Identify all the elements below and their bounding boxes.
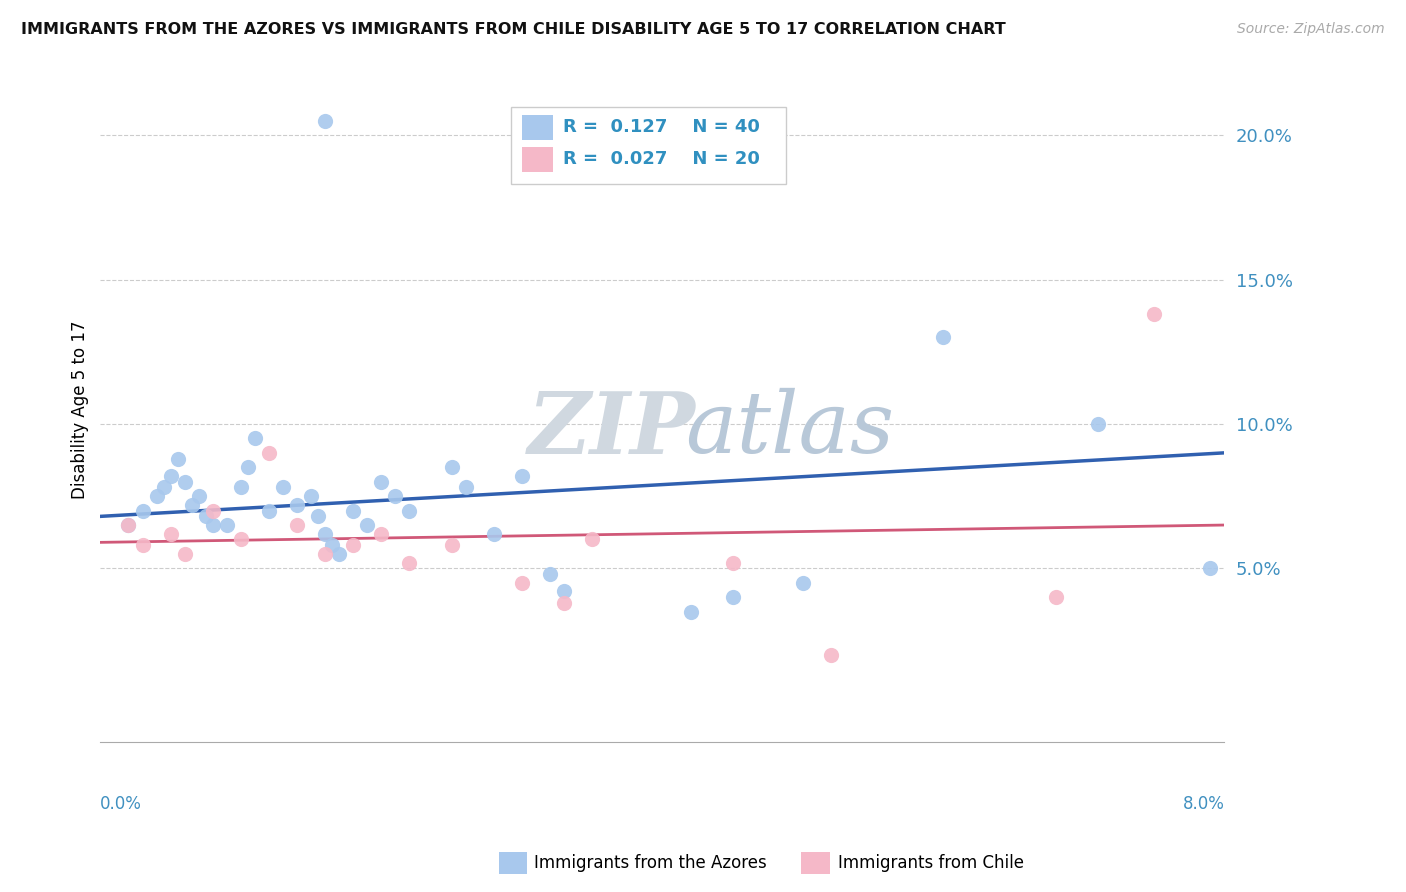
Point xyxy=(257,503,280,517)
Point xyxy=(314,526,336,541)
Text: atlas: atlas xyxy=(685,388,894,471)
Point xyxy=(314,547,336,561)
Point xyxy=(257,446,280,460)
Point xyxy=(201,518,224,533)
Y-axis label: Disability Age 5 to 17: Disability Age 5 to 17 xyxy=(72,320,89,499)
Text: R =  0.127    N = 40: R = 0.127 N = 40 xyxy=(564,119,761,136)
Point xyxy=(1045,591,1067,605)
Point xyxy=(932,330,955,344)
Point xyxy=(215,518,238,533)
FancyBboxPatch shape xyxy=(522,146,554,172)
FancyBboxPatch shape xyxy=(510,107,786,184)
Point xyxy=(321,538,343,552)
Point xyxy=(180,498,202,512)
Text: Immigrants from the Azores: Immigrants from the Azores xyxy=(534,854,768,871)
Point xyxy=(342,538,364,552)
Point xyxy=(440,538,463,552)
Point xyxy=(1199,561,1222,575)
Point xyxy=(307,509,329,524)
Text: IMMIGRANTS FROM THE AZORES VS IMMIGRANTS FROM CHILE DISABILITY AGE 5 TO 17 CORRE: IMMIGRANTS FROM THE AZORES VS IMMIGRANTS… xyxy=(21,22,1005,37)
Point xyxy=(792,575,814,590)
Text: R =  0.027    N = 20: R = 0.027 N = 20 xyxy=(564,150,761,168)
Point xyxy=(721,556,744,570)
Point xyxy=(117,518,139,533)
Point xyxy=(553,596,575,610)
Point xyxy=(117,518,139,533)
Point xyxy=(131,503,153,517)
Point xyxy=(553,584,575,599)
Point xyxy=(679,605,702,619)
Point xyxy=(173,547,195,561)
Point xyxy=(721,591,744,605)
Point xyxy=(271,481,294,495)
Point xyxy=(187,489,209,503)
Point xyxy=(510,575,533,590)
Point xyxy=(236,460,259,475)
Point xyxy=(285,498,308,512)
Point xyxy=(194,509,217,524)
Point xyxy=(581,533,603,547)
Point xyxy=(538,567,561,582)
Point xyxy=(1143,307,1166,321)
Point xyxy=(440,460,463,475)
Point xyxy=(131,538,153,552)
Text: 0.0%: 0.0% xyxy=(100,795,142,813)
Point xyxy=(454,481,477,495)
Text: ZIP: ZIP xyxy=(527,388,696,471)
Point xyxy=(370,526,392,541)
Point xyxy=(398,556,420,570)
Point xyxy=(384,489,406,503)
Point xyxy=(820,648,842,662)
Point xyxy=(1087,417,1109,431)
Point xyxy=(229,533,252,547)
Point xyxy=(159,526,181,541)
Point xyxy=(342,503,364,517)
Point xyxy=(328,547,350,561)
Point xyxy=(145,489,167,503)
Point xyxy=(201,503,224,517)
Point xyxy=(229,481,252,495)
Point xyxy=(159,469,181,483)
Text: Source: ZipAtlas.com: Source: ZipAtlas.com xyxy=(1237,22,1385,37)
Point xyxy=(398,503,420,517)
Point xyxy=(243,431,266,445)
Point xyxy=(482,526,505,541)
Point xyxy=(314,113,336,128)
Point xyxy=(173,475,195,489)
Point xyxy=(370,475,392,489)
Point xyxy=(285,518,308,533)
Point xyxy=(152,481,174,495)
Point xyxy=(299,489,322,503)
Text: 8.0%: 8.0% xyxy=(1182,795,1225,813)
Point xyxy=(356,518,378,533)
FancyBboxPatch shape xyxy=(522,115,554,140)
Text: Immigrants from Chile: Immigrants from Chile xyxy=(838,854,1024,871)
Point xyxy=(510,469,533,483)
Point xyxy=(166,451,188,466)
